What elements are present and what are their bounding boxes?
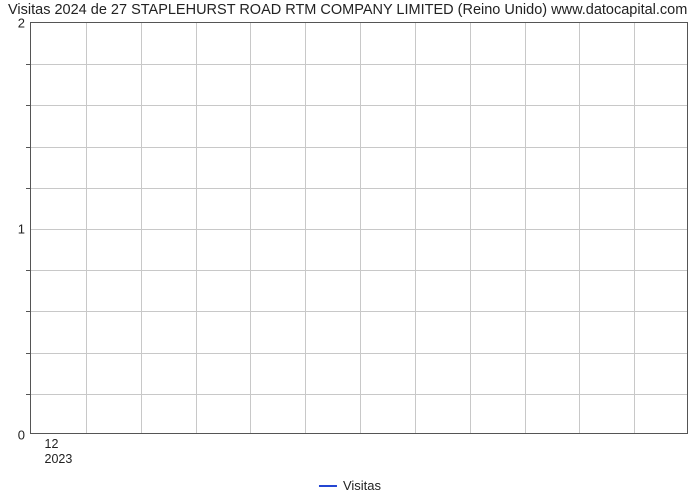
gridline-vertical xyxy=(634,23,635,433)
ytick-minor xyxy=(26,147,31,148)
gridline-horizontal-minor xyxy=(31,394,687,395)
ytick-label: 2 xyxy=(18,16,25,31)
ytick-minor xyxy=(26,353,31,354)
legend-swatch xyxy=(319,485,337,487)
gridline-vertical xyxy=(360,23,361,433)
ytick-minor xyxy=(26,188,31,189)
ytick-minor xyxy=(26,311,31,312)
ytick-minor xyxy=(26,64,31,65)
gridline-horizontal-minor xyxy=(31,147,687,148)
gridline-horizontal-major xyxy=(31,229,687,230)
gridline-vertical xyxy=(86,23,87,433)
xtick-label-line1: 12 xyxy=(45,437,73,452)
legend-label: Visitas xyxy=(343,478,381,493)
xtick-label-line2: 2023 xyxy=(45,452,73,467)
chart-title: Visitas 2024 de 27 STAPLEHURST ROAD RTM … xyxy=(8,2,687,18)
gridline-horizontal-minor xyxy=(31,188,687,189)
legend: Visitas xyxy=(319,478,381,493)
gridline-horizontal-minor xyxy=(31,311,687,312)
gridline-vertical xyxy=(415,23,416,433)
gridline-horizontal-minor xyxy=(31,270,687,271)
gridline-vertical xyxy=(579,23,580,433)
xtick-label: 122023 xyxy=(45,437,73,467)
gridline-vertical xyxy=(196,23,197,433)
gridline-vertical xyxy=(470,23,471,433)
gridline-vertical xyxy=(141,23,142,433)
gridline-horizontal-minor xyxy=(31,353,687,354)
gridline-vertical xyxy=(305,23,306,433)
ytick-minor xyxy=(26,394,31,395)
gridline-horizontal-minor xyxy=(31,64,687,65)
ytick-label: 1 xyxy=(18,222,25,237)
gridline-vertical xyxy=(525,23,526,433)
ytick-minor xyxy=(26,270,31,271)
gridline-horizontal-minor xyxy=(31,105,687,106)
visits-chart: Visitas 2024 de 27 STAPLEHURST ROAD RTM … xyxy=(0,0,700,500)
plot-area: 012122023 xyxy=(30,22,688,434)
ytick-label: 0 xyxy=(18,428,25,443)
gridline-vertical xyxy=(250,23,251,433)
ytick-minor xyxy=(26,105,31,106)
